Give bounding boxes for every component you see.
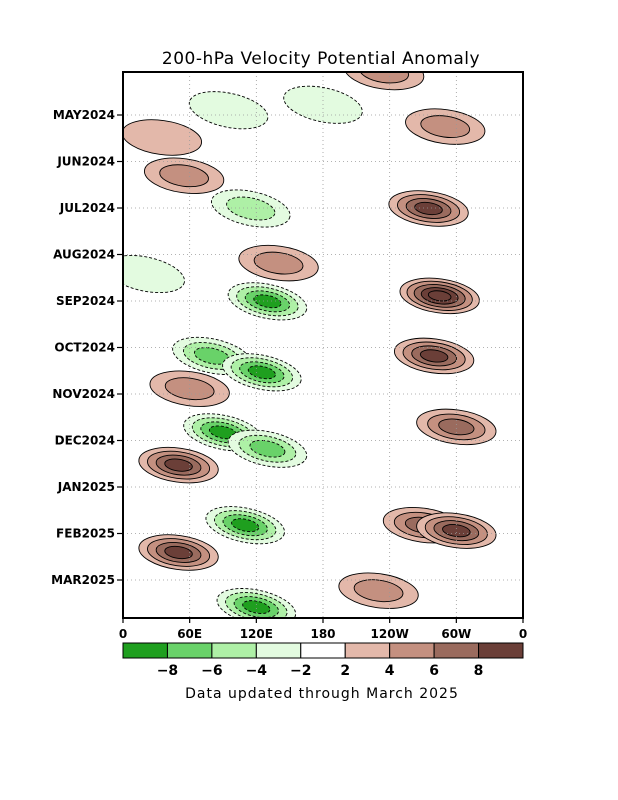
contour-band [188,91,269,130]
y-tick-label: NOV2024 [52,387,115,401]
contour-band [420,115,471,138]
y-tick-label: JUN2024 [56,155,115,169]
x-tick-label: 60W [441,627,471,641]
x-tick-label: 60E [177,627,202,641]
colorbar-swatch [211,642,257,659]
colorbar-tick-label: −2 [290,663,311,679]
colorbar-tick-label: 4 [385,663,395,679]
colorbar-tick-label: 2 [340,663,350,679]
contour-band [253,251,304,275]
contour-band [123,254,185,294]
contour-band [359,72,409,84]
colorbar-swatch [255,642,302,659]
chart-title: 200-hPa Velocity Potential Anomaly [162,49,480,69]
contour-band [159,164,209,188]
y-tick-label: SEP2024 [56,294,115,308]
x-tick-label: 0 [119,627,127,641]
contour-band [414,201,443,216]
colorbar-swatch [344,642,391,659]
contour-band [226,196,276,221]
x-tick-label: 120E [240,627,273,641]
anomaly-blob [138,446,219,484]
contour-band [242,600,271,614]
colorbar-swatch [122,642,168,659]
x-tick-label: 0 [519,627,527,641]
y-tick-label: FEB2025 [56,527,115,541]
anomaly-blob [338,572,419,609]
anomaly-blob [143,157,225,194]
y-tick-label: MAY2024 [53,108,115,122]
colorbar-tick-label: −4 [246,663,268,679]
anomaly-blob [188,91,269,130]
anomaly-blob [416,408,497,446]
anomaly-blob [393,337,475,375]
contour-band [438,418,475,436]
colorbar-tick-label: −6 [201,663,222,679]
y-axis: MAY2024 JUN2024 JUL2024 AUG2024 SEP2024 OCT20… [51,108,123,587]
data-update-note: Data updated through March 2025 [185,686,459,702]
contour-band [419,349,449,363]
contour-band [353,579,404,603]
anomaly-blob [227,429,308,468]
anomaly-blob [222,353,302,392]
y-tick-label: OCT2024 [54,341,115,355]
colorbar: −8 −6 −4 −2 2 4 6 8 [122,642,524,679]
colorbar-swatch [300,642,346,659]
contour-band [249,439,286,458]
anomaly-blob [388,190,469,227]
contour-band [164,458,193,472]
anomaly-blob [138,534,219,571]
anomaly-blob [405,108,486,145]
anomaly-blob [123,254,185,294]
colorbar-swatch [389,642,435,659]
colorbar-swatch [433,642,480,659]
x-tick-label: 180 [310,627,335,641]
colorbar-tick-label: −8 [157,663,178,679]
colorbar-tick-label: 8 [474,663,484,679]
anomaly-blob [238,244,319,282]
colorbar-tick-label: 6 [429,663,439,679]
anomaly-field [123,72,497,618]
y-tick-label: DEC2024 [55,434,115,448]
x-axis: 0 60E 120E 180 120W 60W 0 [119,618,527,641]
y-tick-label: JAN2025 [57,480,115,494]
y-tick-label: AUG2024 [53,248,115,262]
anomaly-blob [205,506,285,545]
anomaly-blob [211,189,291,228]
colorbar-swatch [478,642,524,659]
anomaly-blob [216,588,297,618]
anomaly-blob [343,72,425,91]
y-tick-label: MAR2025 [51,573,115,587]
anomaly-blob [123,119,203,156]
contour-band [247,365,276,380]
x-tick-label: 120W [371,627,409,641]
colorbar-swatch [166,642,213,659]
contour-band [231,518,260,533]
gridlines [123,72,523,618]
contour-band [427,290,452,302]
contour-band [123,119,203,156]
y-tick-label: JUL2024 [59,201,115,215]
contour-band [164,545,193,560]
